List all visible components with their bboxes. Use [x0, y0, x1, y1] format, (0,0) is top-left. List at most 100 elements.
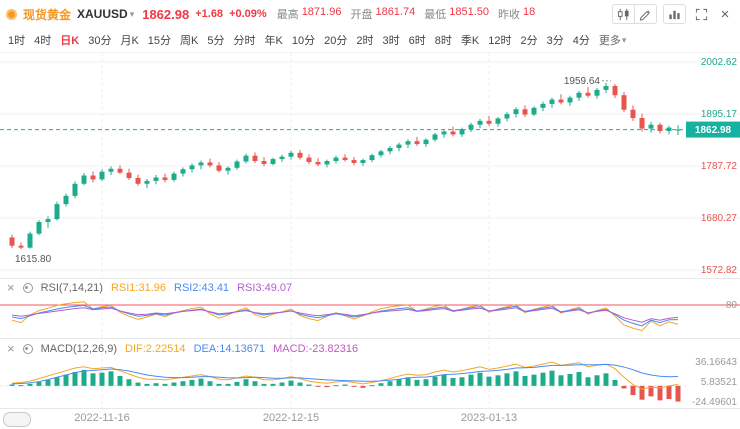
candle-body: [639, 117, 645, 129]
macd-histogram-bar: [657, 385, 663, 401]
price-axis-label: 1572.82: [701, 265, 738, 276]
tab-1时[interactable]: 1时: [8, 35, 26, 47]
tab-5分[interactable]: 5分: [207, 35, 225, 47]
tab-周K[interactable]: 周K: [180, 35, 199, 47]
macd-histogram-bar: [558, 375, 564, 386]
candle-body: [612, 86, 618, 96]
macd-histogram-bar: [477, 372, 483, 386]
macd-histogram-bar: [567, 373, 573, 386]
tab-10分[interactable]: 10分: [291, 35, 316, 47]
macd-panel-header: × MACD(12,26,9) DIF:2.22514 DEA:14.13671 MAC…: [7, 342, 358, 356]
macd-settings-icon[interactable]: [22, 344, 33, 354]
rsi-readout: RSI3:49.07: [237, 282, 293, 294]
rsi3-line: [11, 307, 679, 323]
candle-body: [522, 109, 528, 115]
macd-histogram-bar: [153, 383, 159, 386]
rsi-close-icon[interactable]: ×: [7, 280, 15, 295]
macd-histogram-bar: [189, 379, 195, 386]
tab-2分[interactable]: 2分: [520, 35, 538, 47]
dea-line: [11, 363, 679, 385]
timeframe-tabs: 1时 4时 日K 30分 月K 15分 周K 5分 分时 年K 10分 20分 2时 3时 6时 8时 季K 12…: [0, 28, 740, 53]
candle-body: [180, 169, 186, 174]
candle-body: [117, 168, 123, 173]
macd-histogram-bar: [612, 379, 618, 386]
tab-3时[interactable]: 3时: [382, 35, 400, 47]
kline-style-icon[interactable]: [613, 5, 634, 23]
candle-body: [369, 155, 375, 161]
price-axis-label: 2002.62: [701, 57, 738, 68]
tab-年K[interactable]: 年K: [264, 35, 283, 47]
candle-body: [414, 141, 420, 145]
tab-20分[interactable]: 20分: [324, 35, 348, 47]
timeline-scroll-handle[interactable]: [3, 412, 31, 427]
stat-value: 1871.96: [301, 6, 342, 18]
macd-histogram-bar: [54, 377, 60, 386]
close-icon[interactable]: ×: [716, 5, 734, 23]
symbol-label: XAUUSD: [77, 7, 128, 21]
macd-readout: DEA:14.13671: [193, 343, 266, 355]
candle-body: [567, 97, 573, 103]
rsi-settings-icon[interactable]: [22, 283, 33, 293]
tab-30分[interactable]: 30分: [88, 35, 112, 47]
tab-3分[interactable]: 3分: [546, 35, 564, 47]
candle-body: [360, 160, 366, 163]
tab-日K[interactable]: 日K: [60, 35, 80, 47]
macd-close-icon[interactable]: ×: [7, 341, 15, 356]
macd-histogram-bar: [297, 382, 303, 386]
macd-histogram-bar: [135, 382, 141, 386]
tab-月K[interactable]: 月K: [120, 35, 139, 47]
macd-readout: MACD:-23.82316: [273, 343, 359, 355]
macd-histogram-bar: [279, 382, 285, 386]
candle-body: [45, 219, 51, 223]
macd-title: MACD(12,26,9): [40, 343, 118, 355]
tab-6时[interactable]: 6时: [408, 35, 426, 47]
macd-histogram-bar: [675, 385, 681, 402]
tab-季K[interactable]: 季K: [460, 35, 480, 47]
fullscreen-icon[interactable]: [692, 5, 710, 23]
candle-body: [162, 177, 168, 180]
macd-histogram-bar: [36, 381, 42, 386]
rsi-title: RSI(7,14,21): [40, 282, 103, 294]
macd-histogram-bar: [234, 381, 240, 386]
macd-histogram-bar: [432, 376, 438, 386]
header-bar: 现货黄金 XAUUSD ▾ 1862.98 +1.68 +0.09% 最高 187…: [0, 0, 740, 29]
symbol-selector[interactable]: XAUUSD ▾: [77, 7, 134, 21]
tab-12时[interactable]: 12时: [488, 35, 512, 47]
chart-tools-group: [612, 4, 657, 24]
candle-body: [99, 171, 105, 180]
macd-histogram-bar: [621, 385, 627, 389]
candle-body: [333, 157, 339, 162]
candle-body: [675, 129, 681, 131]
macd-histogram-bar: [639, 385, 645, 400]
candle-body: [171, 173, 177, 180]
tab-8时[interactable]: 8时: [434, 35, 452, 47]
candle-body: [252, 155, 258, 162]
stat-label: 最低: [424, 9, 447, 21]
macd-histogram-bar: [45, 379, 51, 386]
rsi1-line: [11, 301, 679, 332]
candle-body: [342, 157, 348, 161]
draw-icon[interactable]: [634, 5, 656, 23]
candle-body: [513, 109, 519, 115]
current-price-badge-text: 1862.98: [695, 125, 732, 136]
candle-body: [216, 165, 222, 171]
tab-more[interactable]: 更多 ▾: [598, 34, 627, 48]
tab-4时[interactable]: 4时: [34, 35, 52, 47]
indicator-icon[interactable]: [664, 5, 685, 23]
header-toolbar: ×: [612, 4, 734, 24]
candle-body: [261, 161, 267, 164]
macd-histogram-bar: [387, 381, 393, 386]
macd-histogram-bar: [18, 385, 24, 387]
rsi-axis-label: 80: [726, 300, 738, 311]
tab-2时[interactable]: 2时: [356, 35, 374, 47]
tab-4分[interactable]: 4分: [572, 35, 590, 47]
tab-分时[interactable]: 分时: [233, 35, 256, 47]
candle-body: [468, 124, 474, 130]
candle-body: [54, 204, 60, 220]
rsi-panel-header: × RSI(7,14,21) RSI1:31.96 RSI2:43.41 RSI3:49…: [7, 281, 292, 295]
candle-body: [387, 147, 393, 152]
macd-histogram-bar: [630, 385, 636, 396]
tab-15分[interactable]: 15分: [147, 35, 172, 47]
candle-body: [441, 131, 447, 135]
